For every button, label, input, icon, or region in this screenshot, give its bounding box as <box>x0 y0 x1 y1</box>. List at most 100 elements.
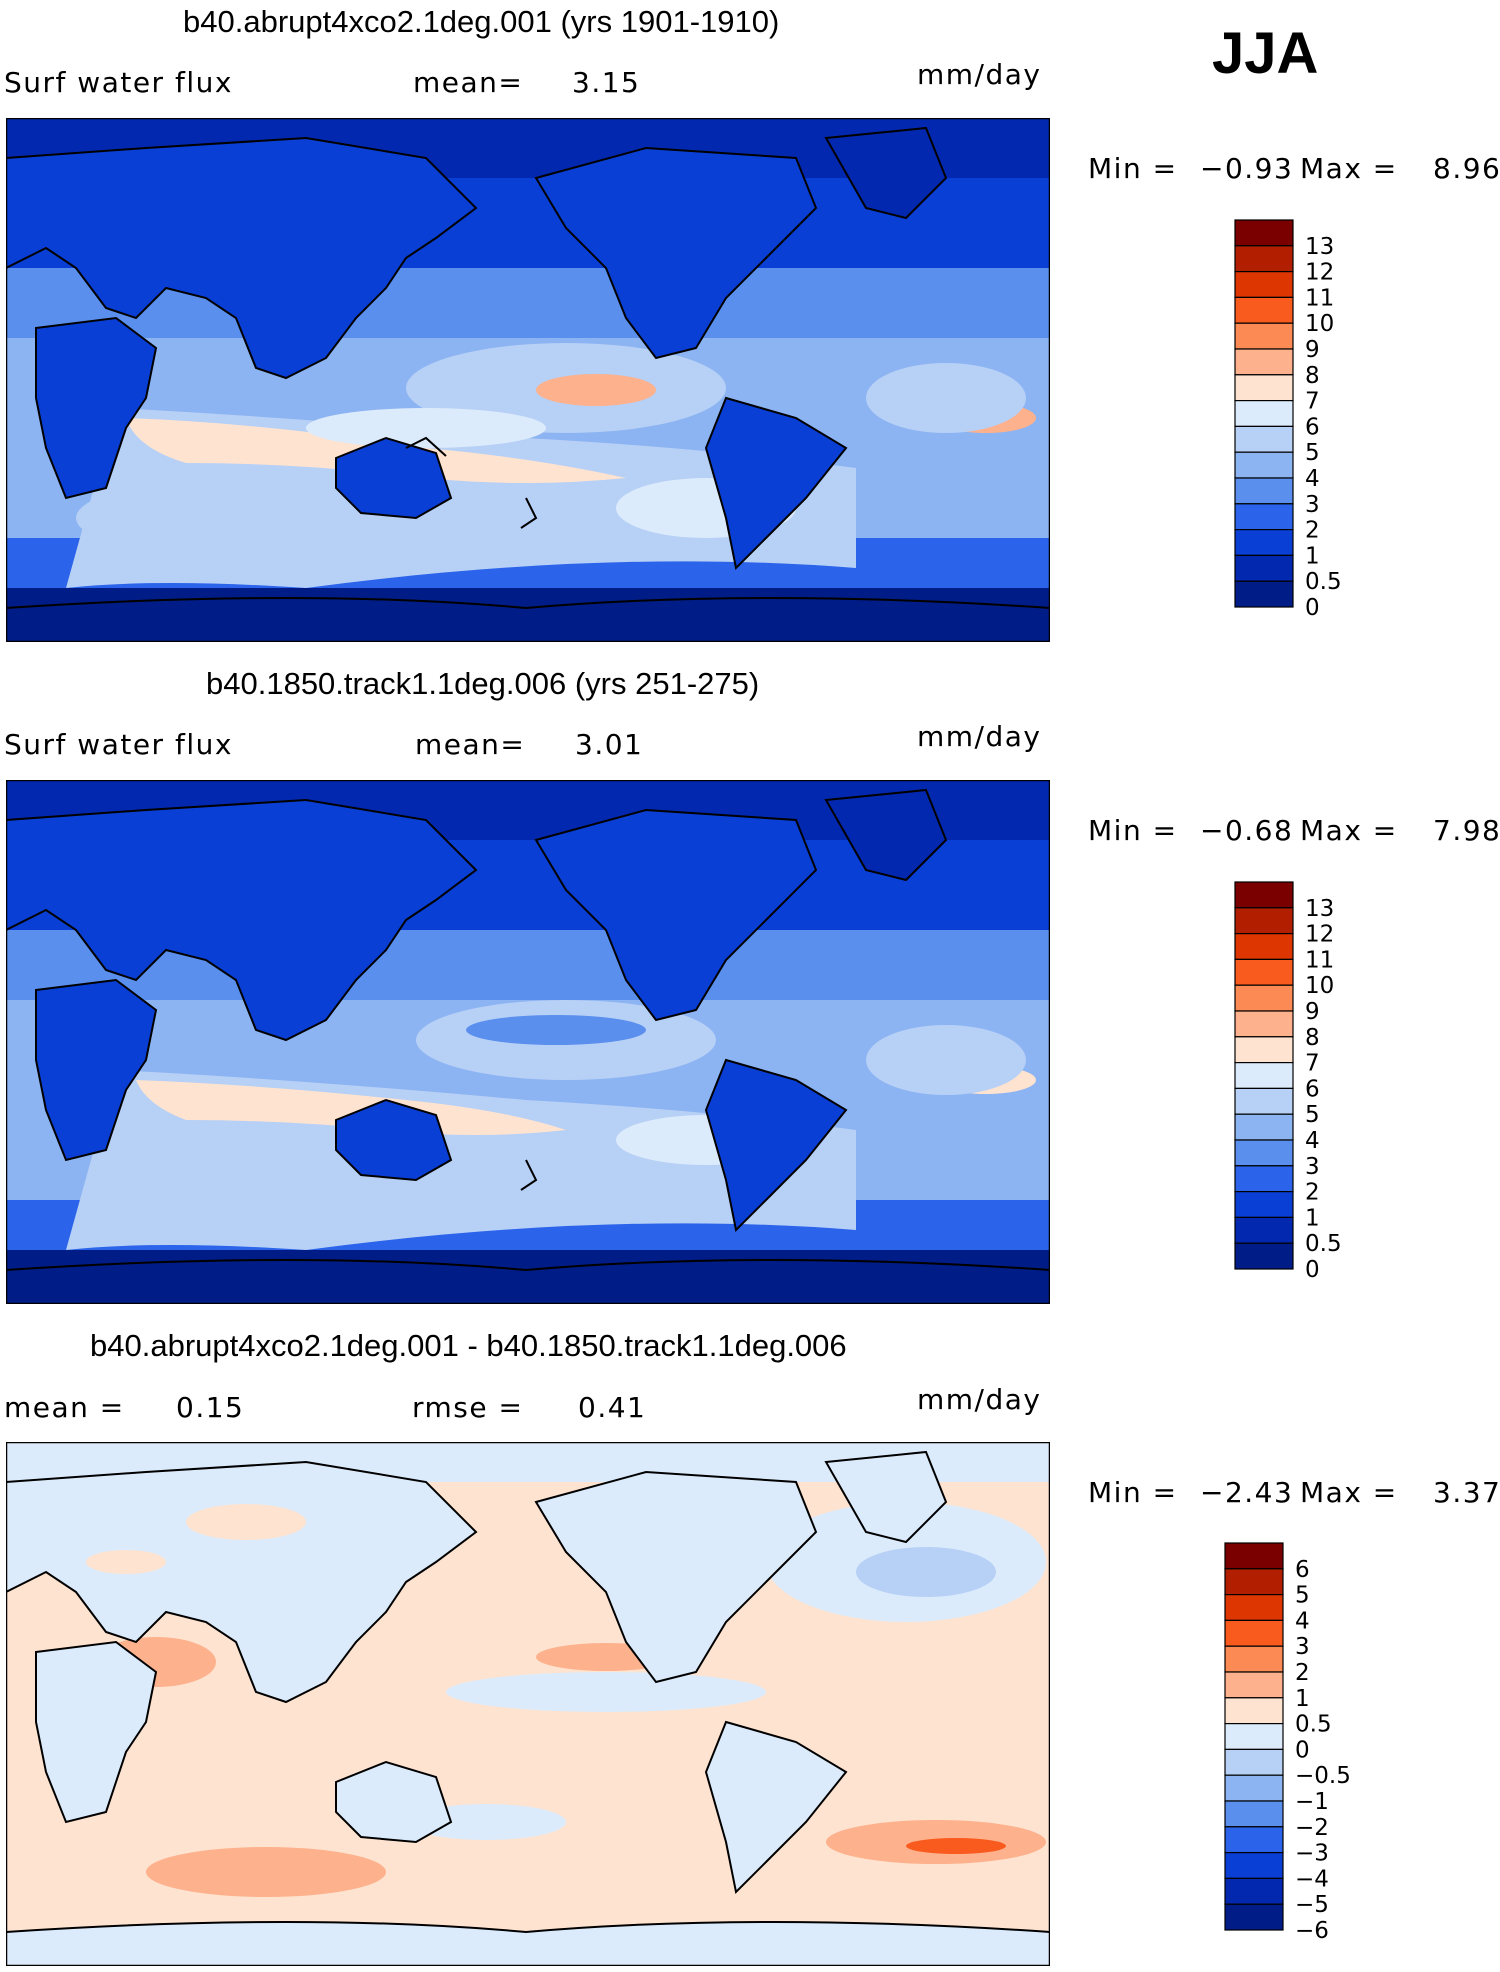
panel1-map <box>6 118 1050 642</box>
colorbar-swatch <box>1234 245 1294 273</box>
colorbar-swatch <box>1224 1619 1284 1647</box>
panel1-variable-label: Surf water flux <box>4 66 233 99</box>
panel1-units: mm/day <box>917 58 1042 91</box>
colorbar-tick-label: −2 <box>1295 1815 1329 1841</box>
panel3-rmse-label: rmse = <box>412 1391 524 1424</box>
colorbar-tick-label: 4 <box>1305 1128 1320 1154</box>
panel2-units: mm/day <box>917 720 1042 753</box>
colorbar-tick-label: 2 <box>1305 518 1320 544</box>
panel2-max-label: Max = <box>1300 814 1398 847</box>
colorbar-tick-label: 0.5 <box>1305 569 1342 595</box>
colorbar-swatch <box>1224 1593 1284 1621</box>
colorbar-tick-label: 0 <box>1295 1737 1310 1763</box>
colorbar-swatch <box>1234 296 1294 324</box>
colorbar-tick-label: 4 <box>1305 466 1320 492</box>
colorbar-swatch <box>1224 1671 1284 1699</box>
colorbar-tick-label: 12 <box>1305 260 1334 286</box>
colorbar-swatch <box>1224 1697 1284 1725</box>
panel2-map <box>6 780 1050 1304</box>
colorbar-tick-label: 3 <box>1295 1634 1310 1660</box>
colorbar-swatch <box>1234 1242 1294 1270</box>
panel3-units: mm/day <box>917 1383 1042 1416</box>
colorbar-swatch <box>1234 477 1294 505</box>
colorbar-tick-label: 8 <box>1305 1025 1320 1051</box>
panel3-min-label: Min = <box>1088 1476 1178 1509</box>
colorbar-tick-label: 0.5 <box>1295 1712 1332 1738</box>
colorbar-tick-label: 9 <box>1305 999 1320 1025</box>
colorbar-tick-label: 7 <box>1305 389 1320 415</box>
colorbar-tick-label: −5 <box>1295 1892 1329 1918</box>
colorbar-swatch <box>1224 1852 1284 1880</box>
colorbar-tick-label: 10 <box>1305 973 1334 999</box>
panel2-title: b40.1850.track1.1deg.006 (yrs 251-275) <box>206 666 760 701</box>
colorbar-swatch <box>1224 1877 1284 1905</box>
colorbar-tick-label: 13 <box>1305 234 1334 260</box>
colorbar-swatch <box>1234 1113 1294 1141</box>
colorbar-swatch <box>1234 1010 1294 1038</box>
colorbar-tick-label: 6 <box>1305 414 1320 440</box>
colorbar-tick-label: 7 <box>1305 1051 1320 1077</box>
colorbar-tick-label: 5 <box>1295 1583 1310 1609</box>
colorbar-tick-label: 5 <box>1305 440 1320 466</box>
colorbar-tick-label: −3 <box>1295 1841 1329 1867</box>
panel1-land-southamerica <box>704 396 848 571</box>
panel3-mean-label: mean = <box>4 1391 125 1424</box>
colorbar-swatch <box>1234 1062 1294 1090</box>
colorbar-swatch <box>1234 322 1294 350</box>
colorbar-tick-label: 0 <box>1305 1257 1320 1283</box>
colorbar-tick-label: −0.5 <box>1295 1763 1351 1789</box>
colorbar-tick-label: 0.5 <box>1305 1231 1342 1257</box>
panel2-variable-label: Surf water flux <box>4 728 233 761</box>
colorbar-swatch <box>1224 1800 1284 1828</box>
panel2-min-value: −0.68 <box>1200 814 1294 847</box>
panel3-max-label: Max = <box>1300 1476 1398 1509</box>
colorbar-tick-label: 3 <box>1305 1154 1320 1180</box>
colorbar-swatch <box>1224 1568 1284 1596</box>
colorbar-swatch <box>1234 219 1294 247</box>
colorbar-swatch <box>1224 1748 1284 1776</box>
panel1-max-value: 8.96 <box>1433 152 1500 185</box>
colorbar-swatch <box>1234 958 1294 986</box>
colorbar-tick-label: 6 <box>1295 1557 1310 1583</box>
colorbar-tick-label: 0 <box>1305 595 1320 621</box>
colorbar-tick-label: 9 <box>1305 337 1320 363</box>
colorbar-tick-label: 1 <box>1305 543 1320 569</box>
colorbar-tick-label: 1 <box>1295 1686 1310 1712</box>
panel1-title: b40.abrupt4xco2.1deg.001 (yrs 1901-1910) <box>183 4 780 39</box>
colorbar-swatch <box>1234 984 1294 1012</box>
colorbar-swatch <box>1224 1542 1284 1570</box>
panel1-land-eurasia <box>6 136 478 380</box>
colorbar-tick-label: 1 <box>1305 1205 1320 1231</box>
colorbar-swatch <box>1224 1645 1284 1673</box>
colorbar-tick-label: 12 <box>1305 922 1334 948</box>
colorbar-tick-label: −6 <box>1295 1918 1329 1944</box>
colorbar-tick-label: 11 <box>1305 947 1334 973</box>
colorbar-swatch <box>1234 451 1294 479</box>
colorbar-tick-label: 13 <box>1305 896 1334 922</box>
panel2-mean-label: mean= <box>415 728 526 761</box>
colorbar-tick-label: −1 <box>1295 1789 1329 1815</box>
colorbar-tick-label: 3 <box>1305 492 1320 518</box>
colorbar-swatch <box>1234 1036 1294 1064</box>
panel2-mean-value: 3.01 <box>575 728 644 761</box>
colorbar-swatch <box>1234 1165 1294 1193</box>
panel2-max-value: 7.98 <box>1433 814 1500 847</box>
colorbar-swatch <box>1234 554 1294 582</box>
panel3-map <box>6 1442 1050 1966</box>
panel3-max-value: 3.37 <box>1433 1476 1500 1509</box>
colorbar-tick-label: 2 <box>1305 1180 1320 1206</box>
colorbar-tick-label: 2 <box>1295 1660 1310 1686</box>
panel1-min-value: −0.93 <box>1200 152 1294 185</box>
colorbar-swatch <box>1234 1191 1294 1219</box>
colorbar-tick-label: 5 <box>1305 1102 1320 1128</box>
colorbar-tick-label: −4 <box>1295 1866 1329 1892</box>
colorbar-tick-label: 6 <box>1305 1076 1320 1102</box>
panel1-land-greenland <box>824 126 948 220</box>
colorbar-tick-label: 8 <box>1305 363 1320 389</box>
colorbar-swatch <box>1234 932 1294 960</box>
colorbar-swatch <box>1224 1903 1284 1931</box>
colorbar-tick-label: 11 <box>1305 285 1334 311</box>
